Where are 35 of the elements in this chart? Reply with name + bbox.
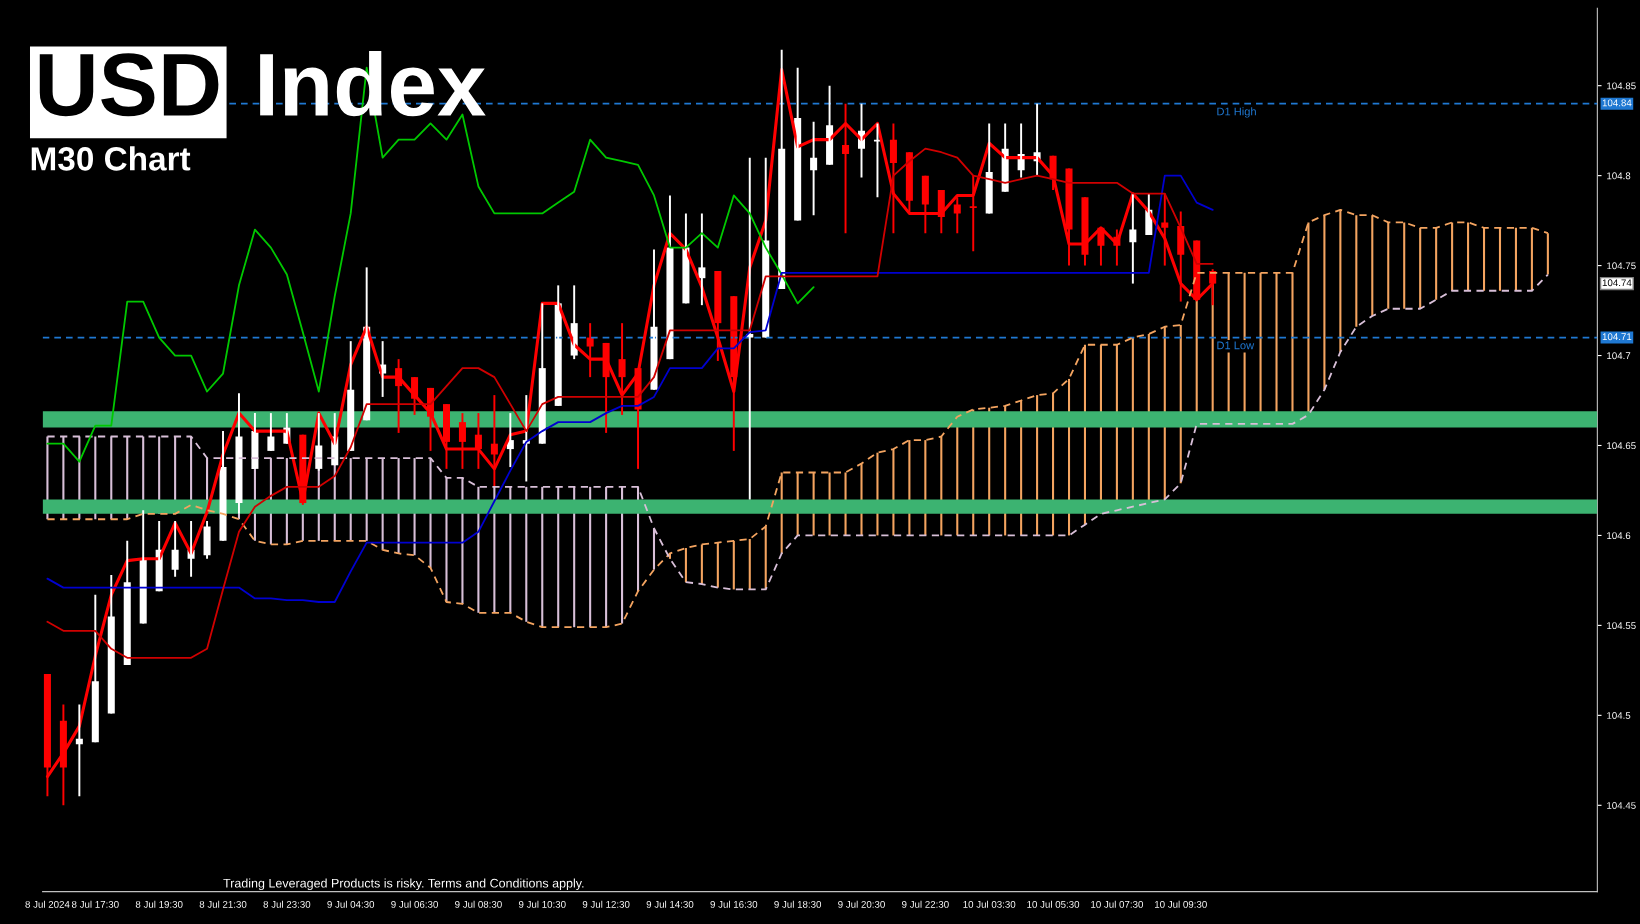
x-tick-label: 9 Jul 14:30 <box>646 900 694 908</box>
x-tick-label: 8 Jul 2024 <box>25 900 70 908</box>
x-tick-label: 9 Jul 16:30 <box>710 900 758 908</box>
y-tick-label: 104.7 <box>1607 352 1631 360</box>
y-tick-label: 104.45 <box>1607 802 1636 809</box>
y-tick-label: 104.85 <box>1607 82 1636 90</box>
y-tick-label: 104.5 <box>1607 712 1631 719</box>
y-tick-label: 104.8 <box>1607 172 1631 180</box>
x-tick-label: 8 Jul 23:30 <box>263 900 311 908</box>
text: 104.84 <box>1602 99 1632 107</box>
text: M30 Chart <box>31 146 191 171</box>
x-tick-label: 9 Jul 12:30 <box>582 900 630 908</box>
x-tick-label: 9 Jul 04:30 <box>327 900 375 908</box>
x-tick-label: 10 Jul 09:30 <box>1155 900 1207 908</box>
x-tick-label: 10 Jul 07:30 <box>1091 900 1144 908</box>
text: 104.71 <box>1602 333 1632 341</box>
x-tick-label: 10 Jul 05:30 <box>1027 900 1080 908</box>
x-tick-label: 9 Jul 18:30 <box>774 900 822 908</box>
annotation: Trading Leveraged Products is risky. Terms and Conditions apply. <box>223 878 584 891</box>
ref-line-label: D1 Low <box>1217 341 1255 350</box>
x-tick-label: 9 Jul 20:30 <box>838 900 885 908</box>
text: 104.74 <box>1602 279 1632 287</box>
y-tick-label: 104.75 <box>1607 262 1636 270</box>
x-tick-label: 8 Jul 21:30 <box>199 900 247 908</box>
x-tick-label: 9 Jul 08:30 <box>455 900 502 908</box>
x-tick-label: 9 Jul 10:30 <box>518 900 566 908</box>
x-tick-label: 8 Jul 17:30 <box>71 900 119 908</box>
y-tick-label: 104.55 <box>1607 622 1636 630</box>
y-tick-label: 104.65 <box>1607 442 1636 450</box>
x-tick-label: 9 Jul 22:30 <box>902 900 949 908</box>
y-tick-label: 104.6 <box>1607 532 1631 540</box>
x-tick-label: 10 Jul 03:30 <box>963 900 1016 908</box>
x-tick-label: 8 Jul 19:30 <box>135 900 183 908</box>
ref-line-label: D1 High <box>1217 107 1256 118</box>
x-tick-label: 9 Jul 06:30 <box>391 900 438 908</box>
